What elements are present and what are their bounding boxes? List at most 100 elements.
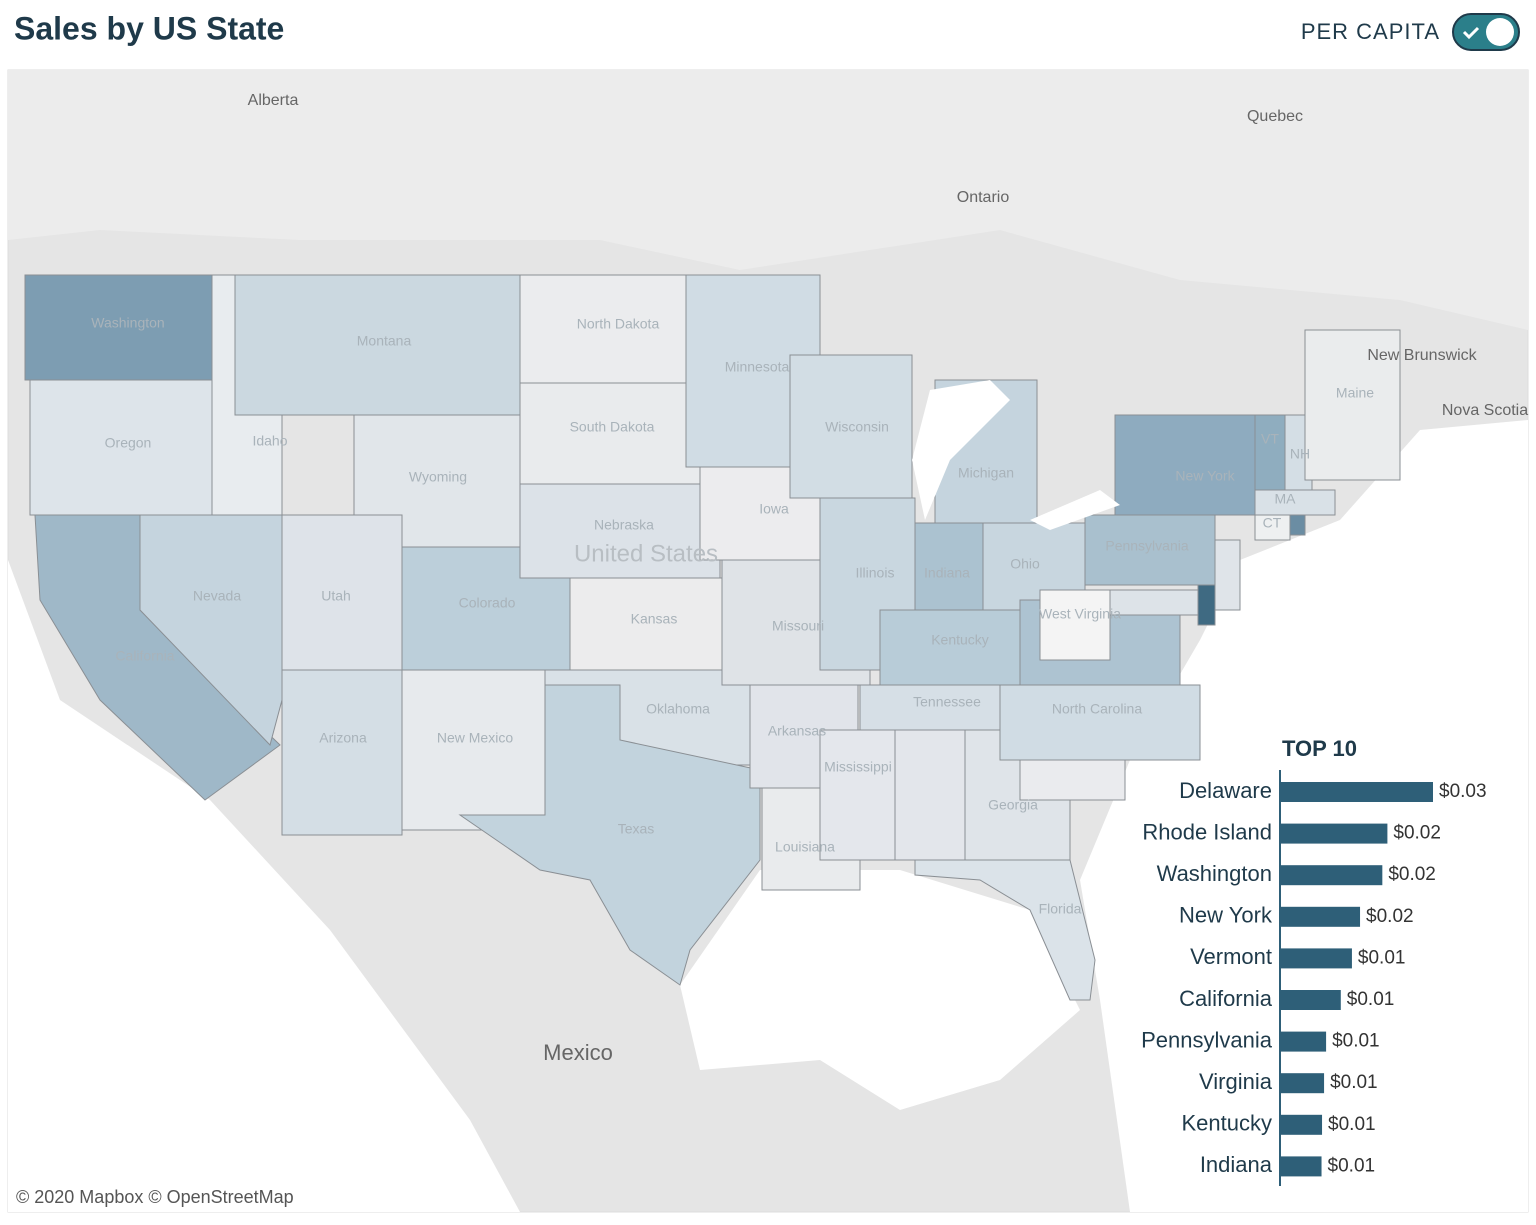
state-label: South Dakota (570, 419, 655, 435)
value-label: $0.02 (1366, 906, 1414, 927)
chart-title: TOP 10 (1282, 736, 1357, 761)
state (1197, 584, 1216, 626)
state-label: Nebraska (594, 517, 654, 533)
state (894, 729, 966, 861)
state-label: Tennessee (913, 694, 981, 710)
state (1254, 514, 1291, 541)
bar (1281, 906, 1361, 927)
value-label: $0.02 (1393, 823, 1441, 844)
state (1214, 539, 1241, 611)
toggle-check[interactable] (1462, 26, 1480, 40)
state-label: Washington (91, 315, 164, 331)
state-label: Pennsylvania (1105, 538, 1188, 554)
state-label: Oregon (105, 435, 152, 451)
state-label: Louisiana (775, 839, 835, 855)
states: Washington Oregon California Idaho Nevada Mon… (24, 274, 1401, 1001)
state (1114, 414, 1256, 516)
category-label: New York (1179, 903, 1273, 928)
state-label: Florida (1039, 901, 1082, 917)
bar (1281, 990, 1341, 1010)
atlantic (1080, 420, 1528, 1212)
bar (1281, 1156, 1322, 1177)
state (139, 514, 283, 746)
category-label: Kentucky (1182, 1111, 1273, 1136)
state (1254, 489, 1336, 516)
state-label: Kentucky (931, 632, 989, 648)
state-label: Montana (357, 333, 412, 349)
pacific (8, 560, 520, 1212)
state-label: Missouri (772, 618, 824, 634)
title: Sales by US State (14, 10, 284, 46)
state (458, 684, 761, 986)
bar (1281, 1114, 1323, 1135)
state-label: Wyoming (409, 469, 467, 485)
value-label: $0.01 (1328, 1155, 1376, 1176)
bar (1281, 782, 1433, 802)
category-label: California (1179, 986, 1273, 1011)
state (1304, 329, 1401, 481)
state-label: Mississippi (824, 759, 892, 775)
category-label: Virginia (1199, 1069, 1273, 1094)
value-label: $0.02 (1388, 864, 1436, 885)
state-label: Idaho (252, 433, 287, 449)
toggle[interactable] (1452, 13, 1520, 51)
state (1254, 414, 1286, 491)
bar (1281, 1031, 1327, 1052)
bar (1281, 948, 1352, 969)
state-label: Illinois (856, 565, 895, 581)
state-label: Arizona (319, 730, 367, 746)
state-label: Colorado (459, 595, 516, 611)
state (914, 859, 1096, 1001)
category-label: Indiana (1200, 1152, 1273, 1177)
state (1109, 589, 1199, 616)
lake-erie (1030, 490, 1120, 530)
region-label: Alberta (248, 92, 299, 109)
state (1039, 589, 1111, 661)
category-label: Vermont (1190, 944, 1272, 969)
state-label: North Carolina (1052, 701, 1142, 717)
lake-michigan (912, 380, 1010, 520)
state (401, 669, 546, 831)
bar (1281, 1073, 1325, 1094)
canada (8, 70, 1528, 330)
region-label: Ontario (957, 189, 1010, 206)
bar (1281, 823, 1388, 844)
toggle-label[interactable]: PER CAPITA (1301, 19, 1440, 44)
state-label: Michigan (958, 465, 1014, 481)
state-label: Iowa (759, 501, 789, 517)
state-label: CT (1263, 515, 1282, 531)
value-label: $0.01 (1347, 989, 1395, 1010)
region-label: United States (574, 540, 718, 567)
state-label: Wisconsin (825, 419, 889, 435)
value-label: $0.01 (1332, 1031, 1380, 1052)
state-label: Texas (618, 821, 655, 837)
value-label: $0.01 (1328, 1114, 1376, 1135)
category-label: Rhode Island (1142, 819, 1272, 844)
state-label: MA (1275, 491, 1297, 507)
state-label: Kansas (631, 611, 678, 627)
state-label: Minnesota (725, 359, 790, 375)
toggle-knob[interactable] (1486, 18, 1514, 46)
bar (1281, 865, 1383, 886)
state-label: VT (1261, 431, 1279, 447)
category-label: Pennsylvania (1141, 1027, 1273, 1052)
state-label: Indiana (924, 565, 970, 581)
category-label: Washington (1157, 861, 1272, 886)
category-label: Delaware (1179, 778, 1272, 803)
state-label: Oklahoma (646, 701, 710, 717)
state-label: West Virginia (1039, 606, 1121, 622)
state-label: Ohio (1010, 556, 1040, 572)
state (999, 684, 1201, 761)
state-label: Nevada (193, 588, 241, 604)
state (1289, 514, 1306, 536)
region-label: New Brunswick (1367, 347, 1477, 364)
state-label: Georgia (988, 797, 1038, 813)
value-label: $0.01 (1358, 947, 1406, 968)
state-label: California (115, 648, 174, 664)
map: Washington Oregon California Idaho Nevada Mon… (7, 69, 1529, 1213)
region-label: Mexico (543, 1040, 613, 1065)
state-label: NH (1290, 446, 1310, 462)
state-label: North Dakota (577, 316, 660, 332)
